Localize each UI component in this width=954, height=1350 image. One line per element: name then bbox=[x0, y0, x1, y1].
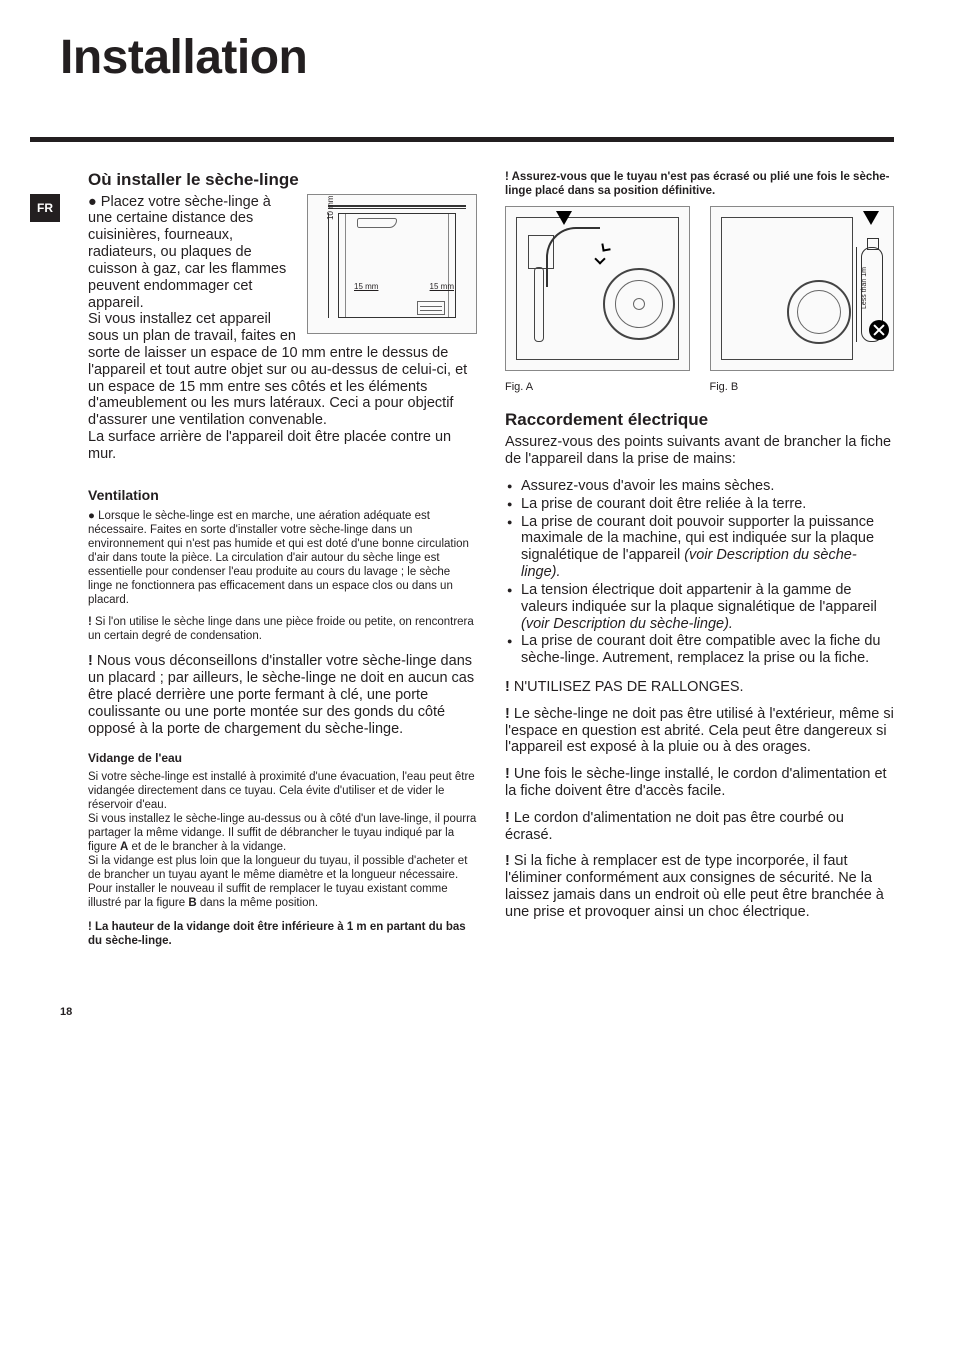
list-item: Assurez-vous d'avoir les mains sèches. bbox=[505, 478, 894, 495]
page-title: Installation bbox=[60, 30, 894, 87]
page-number: 18 bbox=[60, 1006, 894, 1019]
elec-intro: Assurez-vous des points suivants avant d… bbox=[505, 434, 894, 468]
clearance-diagram: 10 mm 15 mm 15 mm bbox=[307, 194, 477, 334]
list-item: La tension électrique doit appartenir à … bbox=[505, 582, 894, 632]
list-item: La prise de courant doit pouvoir support… bbox=[505, 514, 894, 581]
ventilation-warn-cold: ! Si l'on utilise le sèche linge dans un… bbox=[88, 615, 477, 643]
figure-captions: Fig. A Fig. B bbox=[505, 377, 894, 410]
warn-cord: ! Le cordon d'alimentation ne doit pas ê… bbox=[505, 810, 894, 844]
ventilation-body: ● Lorsque le sèche-linge est en marche, … bbox=[88, 509, 477, 607]
heading-drain: Vidange de l'eau bbox=[88, 751, 477, 765]
intro-with-diagram: 10 mm 15 mm 15 mm ● Placez votre sèche-l… bbox=[88, 194, 477, 473]
heading-electrical: Raccordement électrique bbox=[505, 410, 894, 430]
right-column: ! Assurez-vous que le tuyau n'est pas éc… bbox=[505, 170, 894, 957]
drain-body: Si votre sèche-linge est installé à prox… bbox=[88, 770, 477, 910]
caption-fig-b: Fig. B bbox=[710, 381, 895, 394]
caption-fig-a: Fig. A bbox=[505, 381, 690, 394]
figure-a bbox=[505, 206, 690, 371]
left-column: Où installer le sèche-linge 10 mm 15 mm … bbox=[88, 170, 477, 957]
warn-outdoor: ! Le sèche-linge ne doit pas être utilis… bbox=[505, 706, 894, 756]
drain-height-warn: ! La hauteur de la vidange doit être inf… bbox=[88, 920, 477, 949]
figure-b: Less than 1m bbox=[710, 206, 895, 371]
two-column-layout: FR Où installer le sèche-linge 10 mm 15 … bbox=[30, 170, 894, 957]
figure-row: Less than 1m bbox=[505, 206, 894, 371]
elec-bullet-list: Assurez-vous d'avoir les mains sèches. L… bbox=[505, 478, 894, 667]
list-item: La prise de courant doit être compatible… bbox=[505, 633, 894, 667]
label-10mm: 10 mm bbox=[326, 195, 335, 219]
warn-access: ! Une fois le sèche-linge installé, le c… bbox=[505, 766, 894, 800]
list-item: La prise de courant doit être reliée à l… bbox=[505, 496, 894, 513]
label-less-1m: Less than 1m bbox=[861, 267, 869, 309]
margin-column: FR bbox=[30, 170, 60, 957]
section-divider bbox=[30, 137, 894, 142]
language-tag: FR bbox=[30, 194, 60, 222]
warn-plug: ! Si la fiche à remplacer est de type in… bbox=[505, 853, 894, 920]
warn-no-extension: ! N'UTILISEZ PAS DE RALLONGES. bbox=[505, 679, 894, 696]
hose-warn: ! Assurez-vous que le tuyau n'est pas éc… bbox=[505, 170, 894, 199]
label-15mm-a: 15 mm bbox=[354, 282, 378, 291]
heading-ventilation: Ventilation bbox=[88, 487, 477, 504]
label-15mm-b: 15 mm bbox=[430, 282, 454, 291]
ventilation-warn-cupboard: ! Nous vous déconseillons d'installer vo… bbox=[88, 653, 477, 737]
cross-icon bbox=[869, 320, 889, 340]
heading-where-install: Où installer le sèche-linge bbox=[88, 170, 477, 190]
